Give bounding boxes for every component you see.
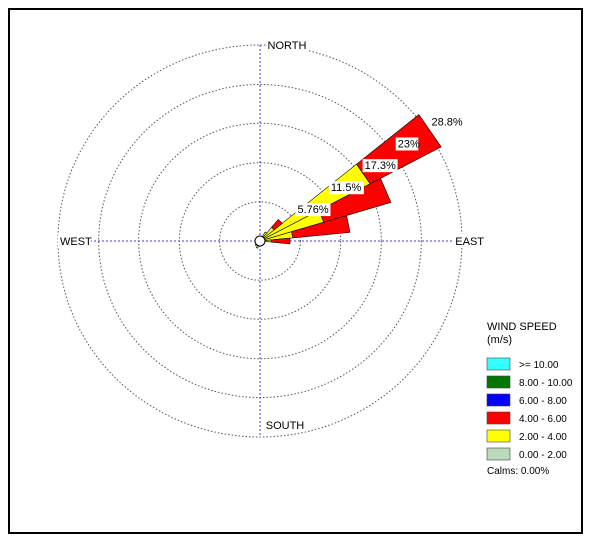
ring-label-bg: [395, 137, 419, 151]
ring-label-3: 17.3%: [365, 160, 396, 172]
legend-title: WIND SPEED: [487, 321, 557, 333]
ring-label-1: 5.76%: [297, 204, 328, 216]
legend-swatch: [486, 375, 511, 389]
direction-east: EAST: [455, 236, 484, 248]
legend-items: >= 10.00 8.00 - 10.00 6.00 - 8.00 4.00 - 6.…: [486, 357, 573, 461]
direction-south: SOUTH: [266, 420, 305, 432]
ring-label-bg: [429, 115, 465, 129]
ring-1: [219, 201, 301, 281]
legend: WIND SPEED (m/s) >= 10.00 8.00 - 10.00 6.0…: [486, 321, 573, 477]
direction-labels: NORTH SOUTH WEST EAST: [58, 38, 486, 432]
legend-label: 2.00 - 4.00: [519, 432, 567, 443]
calm-center-circle: [254, 235, 266, 247]
legend-swatch: [486, 393, 511, 407]
ring-label-bg: [362, 159, 398, 173]
legend-label: 6.00 - 8.00: [519, 396, 567, 407]
direction-north: NORTH: [268, 40, 307, 52]
ring-label-bg: [328, 181, 364, 195]
ring-label-5: 28.8%: [431, 116, 462, 128]
ring-label-2: 11.5%: [331, 182, 362, 194]
legend-label: 8.00 - 10.00: [519, 378, 573, 389]
legend-calms: Calms: 0.00%: [487, 466, 549, 477]
legend-swatch: [486, 411, 511, 425]
direction-west: WEST: [60, 236, 92, 248]
legend-swatch: [486, 429, 511, 443]
legend-label: >= 10.00: [519, 360, 559, 371]
legend-label: 0.00 - 2.00: [519, 450, 567, 461]
legend-label: 4.00 - 6.00: [519, 414, 567, 425]
chart-frame: [8, 8, 583, 534]
ring-percent-labels: 5.76%11.5%17.3%23% 28.8%: [295, 115, 465, 217]
legend-unit: (m/s): [487, 334, 512, 346]
ring-label-bg: [295, 203, 331, 217]
legend-swatch: [486, 357, 511, 371]
legend-swatch: [486, 447, 511, 461]
ring-label-4: 23%: [398, 138, 420, 150]
